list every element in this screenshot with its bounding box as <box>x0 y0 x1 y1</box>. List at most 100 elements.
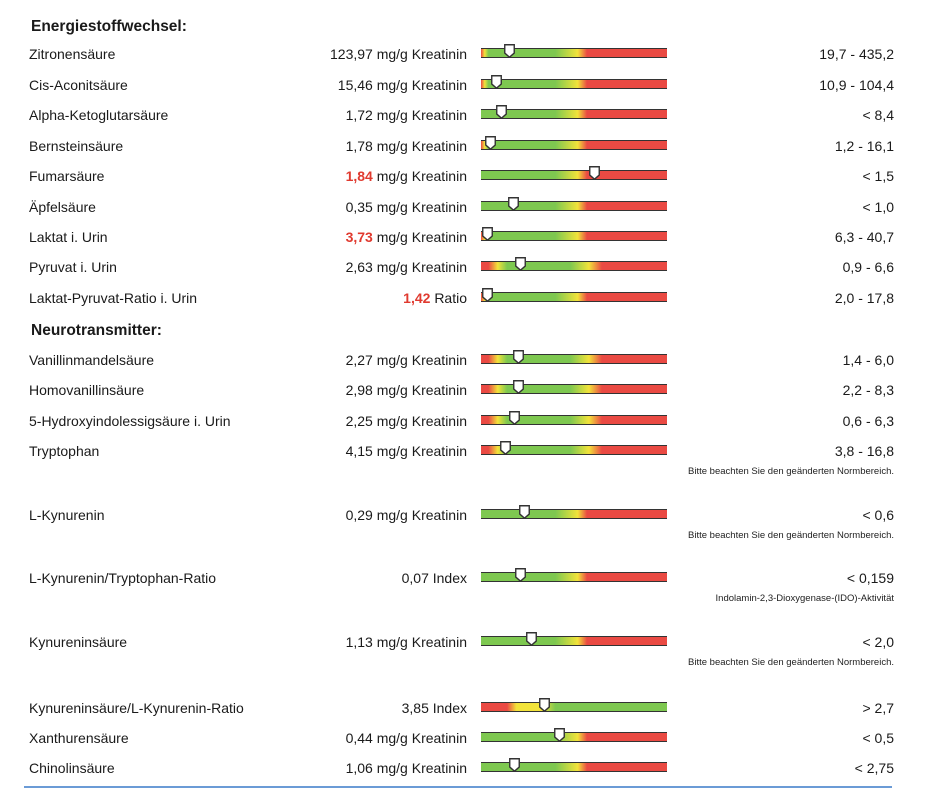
range-marker-icon <box>513 350 525 365</box>
value-number: 1,42 <box>403 290 431 306</box>
value-number: 1,06 <box>345 760 373 776</box>
bottom-rule <box>24 786 892 788</box>
analyte-name: L-Kynurenin <box>29 507 105 523</box>
range-note: Bitte beachten Sie den geänderten Normbe… <box>688 466 894 477</box>
result-row: Pyruvat i. Urin 2,63 mg/g Kreatinin 0,9 - … <box>0 255 925 279</box>
range-marker-icon <box>554 728 566 743</box>
range-marker-icon <box>500 441 512 456</box>
range-bar <box>481 441 667 456</box>
range-bar <box>481 257 667 272</box>
range-marker-icon <box>526 632 538 647</box>
value-number: 2,27 <box>345 352 373 368</box>
value-unit: mg/g Kreatinin <box>376 507 467 523</box>
range-bar <box>481 505 667 520</box>
result-value: 1,42 Ratio <box>403 286 467 310</box>
analyte-name: Pyruvat i. Urin <box>29 259 117 275</box>
range-bar <box>481 44 667 59</box>
range-bar <box>481 728 667 743</box>
value-number: 0,07 <box>401 570 429 586</box>
analyte-name: 5-Hydroxyindolessigsäure i. Urin <box>29 413 231 429</box>
value-number: 123,97 <box>330 46 373 62</box>
reference-range: < 0,5 <box>862 730 894 746</box>
section-heading: Energiestoffwechsel: <box>31 18 187 35</box>
result-value: 0,29 mg/g Kreatinin <box>346 503 467 527</box>
result-row: Chinolinsäure 1,06 mg/g Kreatinin < 2,75 <box>0 756 925 780</box>
reference-range: > 2,7 <box>862 700 894 716</box>
value-number: 2,63 <box>345 259 373 275</box>
result-value: 4,15 mg/g Kreatinin <box>346 439 467 463</box>
value-unit: Index <box>432 700 467 716</box>
value-number: 4,15 <box>345 443 373 459</box>
value-unit: mg/g Kreatinin <box>376 77 467 93</box>
result-row: Vanillinmandelsäure 2,27 mg/g Kreatinin 1,… <box>0 348 925 372</box>
result-row: Fumarsäure 1,84 mg/g Kreatinin < 1,5 <box>0 164 925 188</box>
value-number: 3,73 <box>345 229 373 245</box>
result-row: L-Kynurenin 0,29 mg/g Kreatinin < 0,6 Bitte… <box>0 503 925 541</box>
value-unit: mg/g Kreatinin <box>376 259 467 275</box>
reference-range: < 1,0 <box>862 199 894 215</box>
value-unit: mg/g Kreatinin <box>376 229 467 245</box>
value-number: 1,84 <box>345 168 373 184</box>
range-bar <box>481 350 667 365</box>
reference-range: 2,2 - 8,3 <box>842 382 894 398</box>
range-bar <box>481 166 667 181</box>
result-row: Kynureninsäure/L-Kynurenin-Ratio 3,85 Ind… <box>0 696 925 720</box>
range-marker-icon <box>539 698 551 713</box>
analyte-name: Cis-Aconitsäure <box>29 77 128 93</box>
range-bar <box>481 197 667 212</box>
result-value: 0,07 Index <box>402 566 467 590</box>
range-marker-icon <box>481 227 493 242</box>
value-unit: mg/g Kreatinin <box>376 107 467 123</box>
result-row: Alpha-Ketoglutarsäure 1,72 mg/g Kreatinin… <box>0 103 925 127</box>
result-value: 3,73 mg/g Kreatinin <box>346 225 467 249</box>
analyte-name: Vanillinmandelsäure <box>29 352 155 368</box>
range-marker-icon <box>515 568 526 583</box>
result-value: 15,46 mg/g Kreatinin <box>338 73 467 97</box>
range-marker-icon <box>515 257 526 272</box>
analyte-name: Fumarsäure <box>29 168 105 184</box>
result-value: 123,97 mg/g Kreatinin <box>330 42 467 66</box>
range-marker-icon <box>481 288 493 303</box>
result-value: 1,78 mg/g Kreatinin <box>346 134 467 158</box>
result-row: Bernsteinsäure 1,78 mg/g Kreatinin 1,2 - 1… <box>0 134 925 158</box>
analyte-name: Kynureninsäure <box>29 634 128 650</box>
range-marker-icon <box>490 75 502 90</box>
range-marker-icon <box>513 380 525 395</box>
analyte-name: Äpfelsäure <box>29 199 96 215</box>
analyte-name: Laktat i. Urin <box>29 229 108 245</box>
value-unit: Ratio <box>434 290 467 306</box>
value-unit: mg/g Kreatinin <box>376 382 467 398</box>
result-row: Cis-Aconitsäure 15,46 mg/g Kreatinin 10,9 … <box>0 73 925 97</box>
result-row: Tryptophan 4,15 mg/g Kreatinin 3,8 - 16,8 B… <box>0 439 925 477</box>
range-marker-icon <box>509 411 521 426</box>
range-bar <box>481 758 667 773</box>
result-value: 3,85 Index <box>402 696 467 720</box>
value-number: 1,13 <box>345 634 373 650</box>
result-row: Kynureninsäure 1,13 mg/g Kreatinin < 2,0 Bi… <box>0 630 925 668</box>
result-value: 1,84 mg/g Kreatinin <box>346 164 467 188</box>
range-bar <box>481 227 667 242</box>
value-unit: mg/g Kreatinin <box>376 138 467 154</box>
range-marker-icon <box>496 105 508 120</box>
value-unit: Index <box>432 570 467 586</box>
result-row: 5-Hydroxyindolessigsäure i. Urin 2,25 mg/… <box>0 409 925 433</box>
value-unit: mg/g Kreatinin <box>376 443 467 459</box>
value-unit: mg/g Kreatinin <box>376 730 467 746</box>
reference-range: 3,8 - 16,8 <box>834 443 894 459</box>
result-value: 1,13 mg/g Kreatinin <box>346 630 467 654</box>
value-number: 2,25 <box>345 413 373 429</box>
value-unit: mg/g Kreatinin <box>376 46 467 62</box>
result-value: 2,27 mg/g Kreatinin <box>346 348 467 372</box>
result-row: Laktat-Pyruvat-Ratio i. Urin 1,42 Ratio 2,… <box>0 286 925 310</box>
range-marker-icon <box>509 758 521 773</box>
reference-range: < 8,4 <box>862 107 894 123</box>
reference-range: 1,4 - 6,0 <box>842 352 894 368</box>
reference-range: 10,9 - 104,4 <box>819 77 894 93</box>
analyte-name: Laktat-Pyruvat-Ratio i. Urin <box>29 290 198 306</box>
value-number: 0,44 <box>345 730 373 746</box>
range-marker-icon <box>507 197 519 212</box>
analyte-name: Tryptophan <box>29 443 100 459</box>
range-marker-icon <box>589 166 601 181</box>
range-marker-icon <box>485 136 497 151</box>
analyte-name: Zitronensäure <box>29 46 116 62</box>
